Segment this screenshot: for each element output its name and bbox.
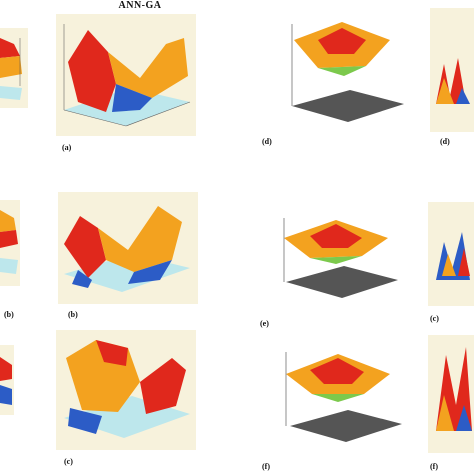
surface-plot-col0-row3 [0,345,14,415]
caption-r1c1: (a) [62,143,72,152]
surface-plot-col0-row1 [0,28,28,108]
surface-plot-col4-c [428,202,474,306]
surface-plot-col0-row2 [0,200,20,286]
caption-r1c3: (d) [262,137,272,146]
caption-r3c4: (f) [430,462,438,471]
caption-r2c1: (b) [68,310,78,319]
caption-r2c0: (b) [4,310,14,319]
surface-plot-col3-f [260,338,410,456]
surface-plot-col4-d [430,8,474,132]
surface-plot-col3-e [258,200,408,312]
section-title-ann-ga: ANN-GA [118,0,162,11]
surface-plot-col4-f [428,335,474,453]
caption-r2c4: (c) [430,314,439,323]
surface-plot-ann-ga-b [58,192,198,304]
surface-plot-col3-d [262,10,412,132]
surface-plot-ann-ga-a [56,14,196,136]
caption-r3c3: (f) [262,462,270,471]
surface-plot-ann-ga-c [56,330,196,450]
caption-r1c4: (d) [440,137,450,146]
caption-r3c1: (c) [64,457,73,466]
caption-r2c3: (e) [260,319,269,328]
